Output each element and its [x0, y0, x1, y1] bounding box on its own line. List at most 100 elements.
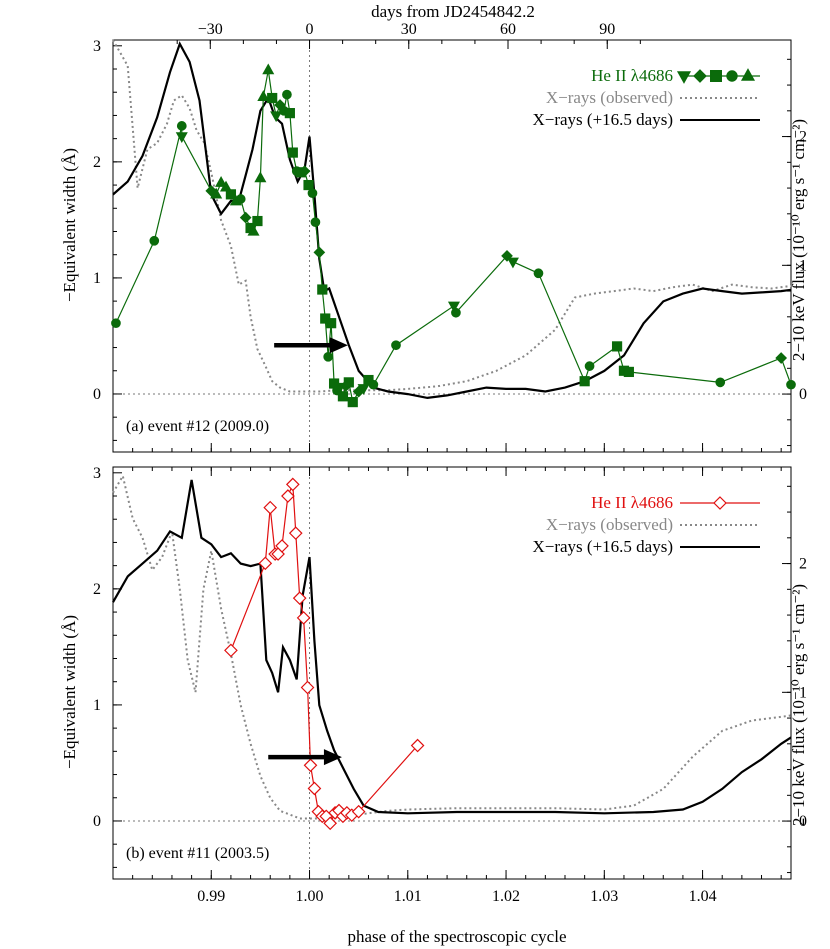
panel-a-xray-observed — [112, 39, 792, 393]
heii-point — [149, 235, 160, 246]
heii-point — [254, 171, 267, 183]
top-tick-label: 0 — [306, 21, 314, 38]
heii-point — [307, 781, 322, 796]
heii-point — [313, 246, 326, 259]
legend-label: X−rays (observed) — [546, 88, 673, 107]
heii-point — [235, 194, 246, 204]
legend-marker — [740, 68, 756, 81]
y-tick-label: 3 — [93, 465, 101, 482]
x-tick-label: 1.00 — [296, 888, 324, 905]
heii-point — [263, 500, 278, 515]
heii-point — [303, 758, 318, 773]
heii-point — [447, 301, 460, 313]
heii-point — [326, 318, 337, 329]
legend-label: X−rays (+16.5 days) — [532, 110, 673, 129]
panel-a-reference-lines — [113, 40, 791, 452]
x-tick-label: 1.04 — [689, 888, 717, 905]
heii-point — [287, 147, 298, 158]
y-tick-label: 1 — [93, 270, 101, 287]
heii-point — [623, 366, 634, 378]
heii-point — [258, 556, 273, 571]
heii-point — [210, 187, 223, 199]
heii-line — [230, 484, 419, 825]
heii-point — [282, 89, 292, 100]
heii-point — [323, 816, 338, 831]
heii-point — [267, 92, 278, 104]
heii-point — [284, 108, 295, 119]
y2-tick-label: 1 — [799, 684, 807, 701]
y2-tick-label: 2 — [799, 556, 807, 573]
panel-b-frame — [112, 466, 792, 880]
heii-point — [579, 376, 590, 387]
panel-b-reference-lines — [113, 467, 791, 879]
heii-point — [175, 132, 188, 144]
y-tick-label: 2 — [93, 154, 101, 171]
heii-point — [292, 591, 307, 605]
panel-b: 0.99 1.00 1.01 1.02 1.03 1.04 0 1 2 3 0 1 2 He II λ4… — [60, 465, 808, 905]
heii-point — [215, 176, 228, 187]
legend-marker — [726, 70, 738, 82]
heii-point — [296, 611, 311, 625]
heii-point — [351, 804, 366, 819]
x-tick-label: 1.02 — [492, 888, 520, 905]
heii-point — [239, 211, 252, 224]
y-tick-label: 1 — [93, 697, 101, 714]
panel-b-label: (b) event #11 (2003.5) — [126, 845, 269, 862]
panel-b-axes: 0.99 1.00 1.01 1.02 1.03 1.04 0 1 2 3 0 1 2 — [93, 465, 807, 905]
panel-b-y-left-title: −Equivalent width (Å) — [60, 615, 79, 769]
heii-point — [343, 377, 354, 388]
heii-point — [300, 680, 315, 695]
heii-point — [506, 257, 519, 269]
shift-arrow-head — [323, 749, 342, 766]
heii-point — [391, 340, 401, 351]
panel-b-xray-shifted — [112, 479, 792, 815]
y-tick-label: 0 — [93, 813, 101, 830]
panel-b-xray-observed — [112, 473, 792, 820]
heii-point — [533, 268, 544, 279]
x-axis-title: phase of the spectroscopic cycle — [347, 927, 566, 946]
panel-a-label: (a) event #12 (2009.0) — [126, 418, 269, 435]
panel-b-heii-series — [224, 477, 425, 831]
heii-point — [337, 391, 349, 402]
xray-shifted-line — [112, 41, 792, 400]
heii-point — [281, 489, 295, 503]
heii-point — [288, 526, 303, 541]
x-tick-label: 1.03 — [590, 888, 618, 905]
heii-point — [303, 179, 314, 191]
y2-tick-label: 2 — [799, 129, 807, 146]
heii-point — [224, 643, 238, 658]
legend-marker — [676, 71, 692, 84]
top-tick-label: −30 — [198, 21, 223, 38]
heii-point — [451, 307, 461, 318]
heii-point — [298, 165, 311, 177]
panel-a-frame — [112, 39, 792, 453]
panel-b-y-right-title: 2−10 keV flux (10⁻¹⁰ erg s⁻¹ cm⁻²) — [789, 584, 808, 826]
heii-point — [270, 111, 283, 123]
xray-observed-line — [112, 473, 792, 820]
heii-point — [584, 361, 595, 371]
heii-point — [347, 396, 358, 408]
xray-observed-line — [112, 39, 792, 393]
legend-label: X−rays (observed) — [546, 515, 673, 534]
legend-marker — [693, 69, 707, 83]
panel-b-legend: He II λ4686 X−rays (observed) X−rays (+16.… — [532, 493, 760, 556]
legend-label: He II λ4686 — [591, 66, 673, 85]
top-tick-label: 60 — [500, 21, 516, 38]
y-tick-label: 2 — [93, 581, 101, 598]
heii-point — [786, 379, 796, 390]
panel-a-legend: He II λ4686 X−rays (observed) X−rays (+16.… — [532, 66, 760, 129]
x-tick-label: 1.01 — [394, 888, 422, 905]
heii-point — [111, 318, 121, 329]
top-tick-label: 30 — [401, 21, 417, 38]
heii-point — [611, 341, 623, 352]
x-tick-label: 0.99 — [197, 888, 225, 905]
panel-a-y-right-title: 2−10 keV flux (10⁻¹⁰ erg s⁻¹ cm⁻²) — [789, 119, 808, 361]
top-tick-label: 90 — [599, 21, 615, 38]
heii-point — [323, 351, 334, 362]
heii-point — [275, 539, 289, 553]
heii-point — [715, 377, 726, 388]
heii-point — [285, 477, 300, 492]
